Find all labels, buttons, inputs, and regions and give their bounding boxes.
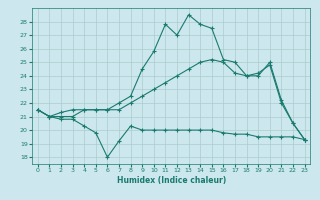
X-axis label: Humidex (Indice chaleur): Humidex (Indice chaleur) <box>116 176 226 185</box>
